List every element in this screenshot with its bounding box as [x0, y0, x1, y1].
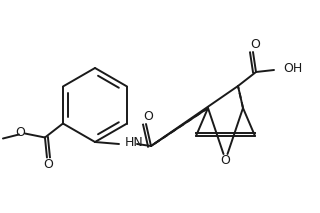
Text: O: O — [15, 126, 25, 139]
Text: O: O — [220, 154, 230, 167]
Text: O: O — [250, 39, 260, 52]
Text: OH: OH — [283, 62, 302, 75]
Text: O: O — [143, 109, 153, 122]
Text: O: O — [43, 158, 53, 171]
Text: HN: HN — [125, 137, 144, 150]
